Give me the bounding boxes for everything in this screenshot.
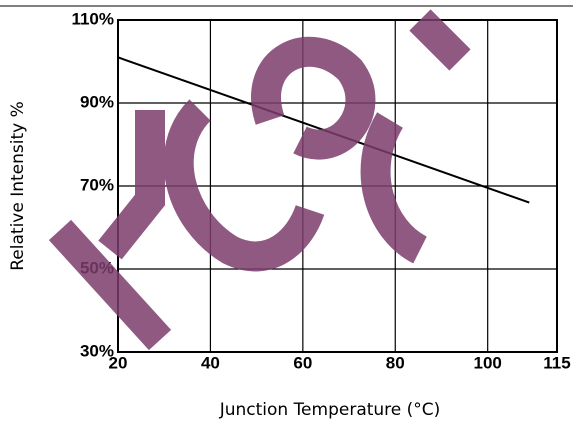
watermark-stroke xyxy=(376,120,420,250)
y-tick-label: 110% xyxy=(71,9,114,28)
y-tick-label: 90% xyxy=(80,92,114,111)
x-tick-label: 80 xyxy=(386,353,405,372)
x-tick-label: 60 xyxy=(293,353,312,372)
chart: 30%50%70%90%110%20406080100115 Junction … xyxy=(0,0,573,423)
watermark-stroke xyxy=(179,110,310,256)
watermark-stroke xyxy=(420,20,460,60)
watermark-stroke xyxy=(110,110,150,250)
x-tick-label: 100 xyxy=(473,353,501,372)
x-tick-label: 115 xyxy=(543,353,570,372)
x-tick-label: 20 xyxy=(109,353,128,372)
y-tick-label: 70% xyxy=(80,175,114,194)
y-axis-title: Relative Intensity % xyxy=(8,101,28,271)
watermark-stroke xyxy=(266,52,360,145)
x-axis-title: Junction Temperature (°C) xyxy=(219,400,441,420)
watermark xyxy=(60,20,460,340)
x-tick-label: 40 xyxy=(201,353,220,372)
